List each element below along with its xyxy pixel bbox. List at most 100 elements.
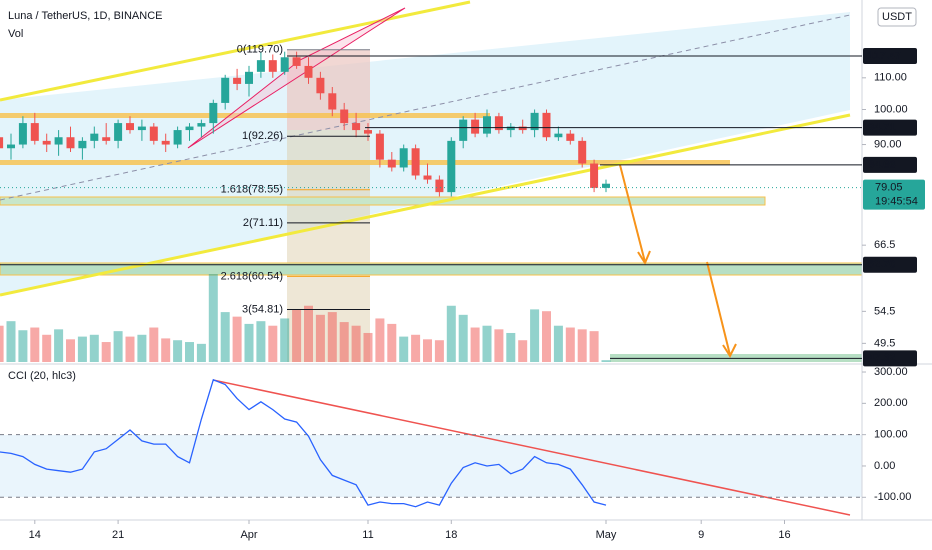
- volume-bar: [208, 274, 218, 362]
- y-tick-label: 49.5: [874, 337, 895, 349]
- volume-bar: [137, 334, 147, 362]
- price-tag: [863, 256, 917, 273]
- volume-bar: [315, 314, 325, 362]
- volume: [0, 274, 611, 362]
- cci-band-fill: [0, 435, 862, 497]
- volume-bar: [54, 329, 64, 362]
- candle-body: [256, 60, 265, 72]
- cci-label: CCI (20, hlc3): [8, 370, 76, 382]
- volume-bar: [375, 318, 385, 362]
- candle-body: [459, 119, 468, 141]
- candle-body: [483, 116, 491, 134]
- x-tick-label: 11: [362, 529, 373, 541]
- volume-bar: [411, 334, 421, 362]
- channel-fill: [0, 12, 850, 295]
- y-tick-label: 110.00: [874, 72, 907, 84]
- volume-bar: [601, 360, 611, 362]
- candle-body: [268, 60, 277, 72]
- candle-body: [185, 126, 194, 131]
- candle-body: [66, 137, 75, 149]
- candle-body: [506, 126, 515, 131]
- candle-body: [304, 65, 313, 78]
- fib-label: 1(92.26): [242, 130, 283, 142]
- zone: [0, 113, 490, 118]
- chart-title: Luna / TetherUS, 1D, BINANCE: [8, 10, 162, 22]
- candle-body: [54, 137, 63, 145]
- volume-bar: [268, 325, 278, 362]
- currency-badge[interactable]: [877, 7, 917, 27]
- arrows: [619, 164, 737, 359]
- volume-bar: [565, 327, 575, 362]
- candle-body: [209, 102, 218, 124]
- candle-body: [387, 159, 396, 168]
- volume-bar: [494, 329, 504, 362]
- candle-body: [566, 133, 575, 141]
- volume-bar: [30, 327, 40, 362]
- channel-top: [0, 0, 471, 102]
- volume-bar: [542, 311, 551, 362]
- candle-body: [245, 71, 253, 84]
- volume-bar: [506, 332, 516, 362]
- volume-label: Vol: [8, 28, 23, 40]
- volume-bar: [66, 339, 75, 362]
- candle-body: [126, 123, 134, 131]
- price-pane: 0(119.70) 1(92.26) 1.618(78.55) 2(71.11) 2.6…: [0, 44, 610, 315]
- candle-body: [554, 133, 563, 138]
- volume-bar: [149, 327, 159, 362]
- candle-body: [161, 140, 170, 145]
- volume-bar: [280, 318, 290, 362]
- candle-body: [280, 57, 289, 72]
- candle-body: [30, 123, 39, 141]
- candle-body: [90, 133, 99, 141]
- volume-bar: [101, 342, 111, 362]
- price-tag: [863, 119, 917, 136]
- candle-body: [137, 126, 146, 131]
- volume-bar: [196, 343, 206, 362]
- candle-body: [316, 77, 325, 94]
- candle-body: [471, 119, 480, 134]
- x-tick-label: 21: [112, 529, 124, 541]
- volume-bar: [42, 334, 52, 362]
- currency[interactable]: USDT: [882, 11, 912, 23]
- countdown: 19:45:54: [875, 196, 918, 208]
- candle-body: [494, 116, 503, 131]
- candle-body: [530, 112, 539, 131]
- volume-bar: [89, 334, 99, 362]
- volume-bar: [244, 323, 254, 362]
- volume-bar: [399, 336, 409, 362]
- candle-body: [602, 183, 610, 188]
- volume-bar: [458, 314, 468, 362]
- volume-bar: [518, 340, 528, 362]
- x-tick-label: 18: [445, 529, 457, 541]
- volume-bar: [589, 331, 599, 362]
- fib-label: 2.618(60.54): [221, 270, 283, 282]
- volume-bar: [185, 342, 194, 362]
- volume-bar: [387, 323, 397, 362]
- candle-body: [149, 126, 158, 141]
- volume-bar: [113, 331, 123, 362]
- volume-bar: [173, 340, 183, 362]
- cci-tick-label: -100.00: [874, 491, 911, 503]
- y-tick-label: 54.5: [874, 305, 895, 317]
- candle-body: [78, 140, 87, 149]
- candle-body: [102, 137, 111, 141]
- zone: [0, 160, 730, 165]
- volume-bar: [423, 339, 432, 362]
- cci-line: [0, 378, 607, 508]
- candle-body: [0, 137, 4, 149]
- volume-bar: [77, 336, 87, 362]
- cci-tick-label: 0.00: [874, 460, 895, 472]
- cci-tick-label: 300.00: [874, 366, 908, 378]
- price-tag-label: 62.70: [868, 259, 896, 271]
- last-price-tag: [863, 179, 925, 210]
- price-tag-label: 84.66: [868, 159, 896, 171]
- candle-body: [18, 123, 27, 145]
- cci-trend: [212, 379, 851, 516]
- cci-tick-label: 100.00: [874, 429, 908, 441]
- zone: [0, 196, 766, 206]
- candle-body: [518, 126, 527, 131]
- price-tag: [863, 156, 917, 173]
- volume-bar: [446, 305, 456, 362]
- x-tick-label: Apr: [240, 529, 257, 541]
- volume-bar: [434, 340, 444, 362]
